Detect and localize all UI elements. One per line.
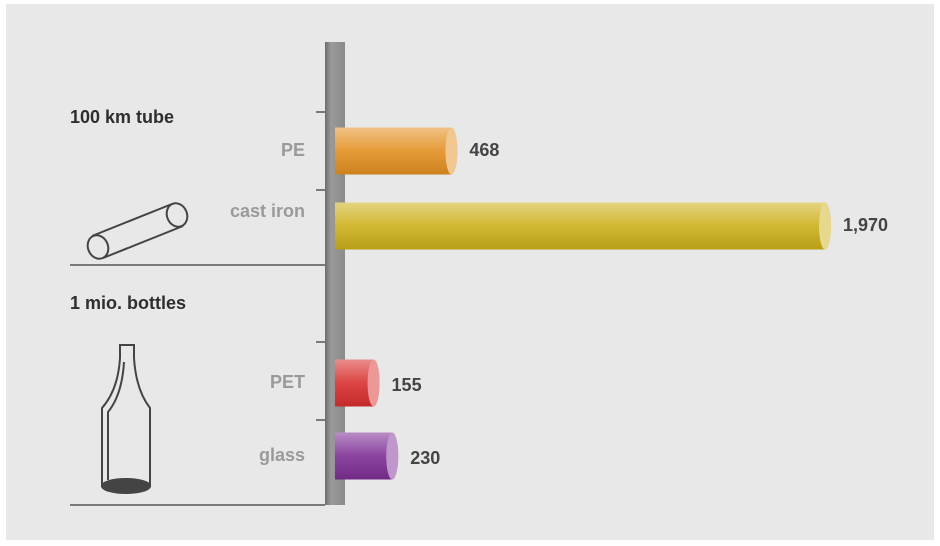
category-label: glass [259, 445, 305, 465]
bar-shine [335, 128, 451, 175]
bar-cap-light [445, 128, 457, 175]
bar-shine [335, 203, 825, 250]
group-title: 100 km tube [70, 107, 174, 127]
group-title: 1 mio. bottles [70, 293, 186, 313]
category-label: cast iron [230, 201, 305, 221]
bar-shine [335, 433, 392, 480]
bar-cap-light [819, 203, 831, 250]
category-label: PE [281, 140, 305, 160]
value-label: 230 [410, 448, 440, 468]
value-label: 468 [469, 140, 499, 160]
background [6, 4, 934, 540]
category-label: PET [270, 372, 305, 392]
value-label: 155 [392, 375, 422, 395]
bar-cap-light [386, 433, 398, 480]
chart: 100 km tube PE 468 cast iron 1,970 1 mio. bot… [0, 0, 940, 546]
value-label: 1,970 [843, 215, 888, 235]
bar-cap-light [368, 360, 380, 407]
